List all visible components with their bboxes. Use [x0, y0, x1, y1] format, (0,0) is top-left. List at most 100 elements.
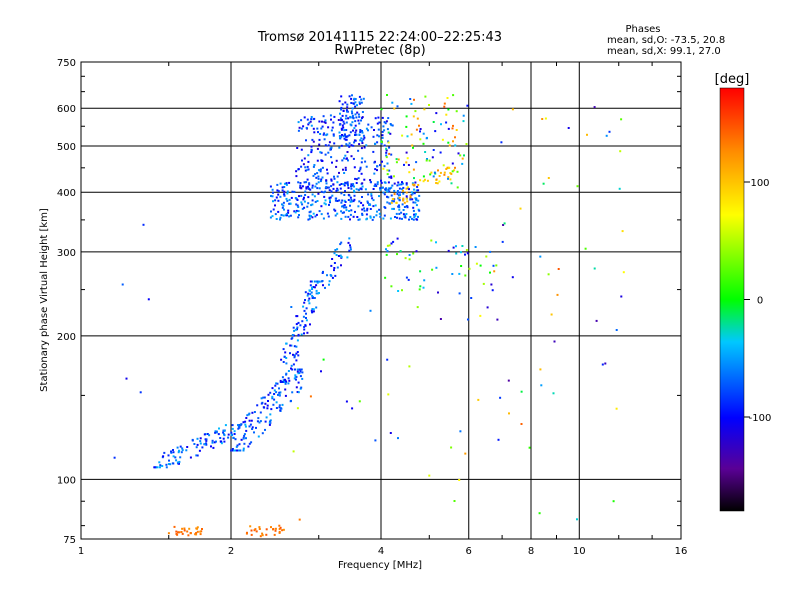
data-point — [270, 408, 273, 411]
data-point — [294, 211, 297, 214]
data-point — [271, 215, 274, 218]
data-point — [385, 253, 388, 256]
data-point — [205, 439, 208, 442]
data-point — [333, 177, 336, 180]
data-point — [307, 202, 310, 205]
data-point — [442, 164, 445, 167]
data-point — [301, 207, 304, 210]
data-point — [334, 199, 337, 202]
data-point — [298, 195, 300, 198]
data-point — [311, 286, 313, 289]
data-point — [327, 144, 330, 147]
data-point — [340, 183, 343, 185]
data-point — [306, 331, 309, 334]
data-point — [360, 98, 363, 101]
data-point — [214, 431, 217, 434]
data-point — [402, 186, 405, 189]
data-point — [351, 407, 354, 410]
data-point — [276, 189, 279, 192]
data-point — [269, 391, 272, 394]
data-point — [257, 417, 260, 420]
data-point — [278, 391, 281, 394]
data-point — [409, 98, 412, 100]
data-point — [322, 270, 324, 273]
data-point — [300, 127, 303, 130]
data-point — [316, 200, 319, 202]
data-point — [382, 125, 385, 128]
data-point — [468, 267, 471, 270]
data-point — [333, 252, 336, 255]
data-point — [350, 183, 353, 186]
data-point — [451, 127, 454, 130]
data-point — [406, 157, 409, 160]
data-point — [414, 181, 417, 184]
data-point — [297, 391, 300, 394]
data-point — [298, 214, 300, 216]
data-point — [413, 183, 416, 186]
data-point — [316, 187, 319, 190]
data-point — [327, 126, 330, 129]
data-point — [593, 267, 596, 270]
data-point — [501, 240, 504, 243]
data-point — [199, 530, 202, 533]
data-point — [299, 186, 302, 189]
data-point — [390, 285, 393, 288]
data-point — [290, 337, 293, 340]
data-point — [336, 187, 339, 190]
data-point — [147, 298, 150, 301]
data-point — [223, 440, 226, 443]
data-point — [177, 451, 180, 454]
data-point — [379, 187, 382, 190]
data-point — [360, 201, 363, 204]
data-point — [347, 241, 350, 244]
data-point — [279, 407, 282, 410]
data-point — [299, 182, 302, 184]
data-point — [419, 270, 422, 273]
data-point — [528, 446, 531, 449]
data-point — [387, 196, 390, 199]
data-point — [360, 137, 363, 140]
data-point — [595, 319, 598, 322]
data-point — [186, 446, 189, 448]
data-point — [393, 193, 396, 196]
data-point — [300, 119, 303, 122]
data-point — [301, 371, 304, 374]
data-point — [287, 377, 290, 380]
data-point — [212, 446, 215, 449]
data-point — [450, 172, 453, 175]
data-point — [370, 194, 373, 197]
data-point — [374, 142, 377, 145]
data-point — [361, 182, 364, 185]
y-axis-ticks: 75 100 200 300 400 500 600 750 — [57, 58, 681, 546]
data-point — [385, 154, 388, 157]
data-point — [196, 527, 198, 530]
data-point — [366, 201, 369, 204]
data-point — [271, 397, 274, 400]
data-point — [363, 146, 366, 149]
data-point — [413, 177, 415, 180]
data-point — [419, 179, 422, 182]
data-point — [353, 198, 356, 201]
data-point — [437, 169, 439, 172]
data-point — [477, 398, 480, 401]
y-tick-label: 600 — [57, 104, 76, 115]
data-point — [311, 288, 314, 290]
data-point — [317, 131, 319, 134]
data-point — [353, 141, 356, 144]
data-point — [333, 175, 335, 178]
data-point — [339, 136, 341, 139]
data-point — [369, 179, 372, 181]
data-point — [312, 127, 315, 130]
data-point — [432, 175, 435, 178]
data-point — [308, 302, 311, 305]
data-point — [379, 215, 382, 218]
data-point — [388, 187, 391, 190]
data-point — [350, 155, 353, 158]
data-point — [231, 427, 234, 430]
colorbar-ticks: 100 0 -100 — [744, 178, 771, 424]
data-point — [435, 182, 438, 184]
data-point — [386, 244, 389, 247]
data-point — [240, 423, 243, 426]
data-point — [162, 455, 165, 458]
data-point — [268, 421, 271, 424]
